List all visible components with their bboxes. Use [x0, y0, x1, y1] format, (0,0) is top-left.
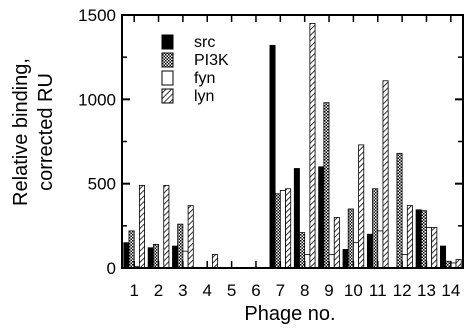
x-tick-label: 8	[300, 281, 309, 300]
bar-lyn-phage-11	[382, 80, 389, 269]
y-tick-label: 0	[107, 259, 116, 278]
legend-label-pi3k: PI3K	[194, 52, 229, 69]
x-tick-label: 6	[251, 281, 260, 300]
bar-lyn-phage-7	[285, 188, 292, 269]
legend-swatch-fyn	[161, 70, 174, 86]
legend-label-src: src	[194, 34, 215, 51]
bar-fyn-phage-8	[304, 254, 311, 269]
x-tick-label: 14	[441, 281, 460, 300]
bar-fyn-phage-13	[426, 227, 433, 269]
legend-swatch-src	[161, 34, 174, 50]
bar-pi3k-phage-11	[372, 188, 379, 269]
legend-label-lyn: lyn	[194, 88, 214, 105]
bar-fyn-phage-3	[182, 250, 189, 269]
y-axis-title-line-2: corrected RU	[35, 73, 57, 191]
x-tick-label: 3	[178, 281, 187, 300]
bar-pi3k-phage-14	[445, 260, 452, 269]
y-tick-label: 500	[88, 175, 116, 194]
x-tick-label: 7	[276, 281, 285, 300]
x-tick-label: 1	[129, 281, 138, 300]
bar-pi3k-phage-7	[274, 193, 281, 269]
bar-lyn-phage-9	[333, 216, 340, 269]
bar-fyn-phage-10	[352, 242, 359, 269]
bar-fyn-phage-7	[279, 190, 286, 269]
bar-src-phage-3	[172, 245, 179, 269]
legend-label-fyn: fyn	[194, 70, 215, 87]
x-tick-label: 11	[369, 281, 387, 300]
x-tick-label: 9	[324, 281, 333, 300]
x-tick-label: 12	[393, 281, 412, 300]
bar-pi3k-phage-2	[152, 243, 159, 269]
bar-lyn-phage-1	[138, 184, 145, 269]
y-tick-label: 1500	[78, 6, 116, 25]
bar-src-phage-2	[147, 247, 154, 269]
bar-fyn-phage-9	[328, 254, 335, 269]
bar-lyn-phage-8	[309, 23, 316, 269]
bar-src-phage-9	[318, 166, 325, 269]
x-axis-title: Phage no.	[244, 303, 335, 325]
bar-lyn-phage-2	[163, 184, 170, 269]
bar-pi3k-phage-3	[177, 223, 184, 269]
x-tick-label: 13	[417, 281, 436, 300]
bar-fyn-phage-12	[401, 254, 408, 269]
bar-pi3k-phage-1	[128, 230, 135, 269]
bars-layer	[123, 23, 462, 269]
bar-pi3k-phage-10	[347, 208, 354, 269]
y-tick-label: 1000	[78, 90, 116, 109]
bar-lyn-phage-10	[358, 144, 365, 269]
legend-swatch-lyn	[161, 88, 174, 104]
bar-lyn-phage-12	[406, 205, 413, 269]
bar-src-phage-10	[342, 249, 349, 269]
bar-src-phage-13	[415, 209, 422, 269]
bar-fyn-phage-11	[377, 230, 384, 269]
x-tick-label: 4	[203, 281, 212, 300]
bar-lyn-phage-3	[187, 205, 194, 269]
x-tick-label: 2	[154, 281, 163, 300]
y-axis-title: Relative binding, corrected RU	[10, 58, 57, 206]
bar-src-phage-8	[293, 168, 300, 269]
bar-pi3k-phage-13	[420, 210, 427, 269]
bar-lyn-phage-13	[431, 227, 438, 269]
bar-pi3k-phage-12	[396, 152, 403, 269]
bar-src-phage-7	[269, 44, 276, 269]
bar-src-phage-1	[123, 242, 130, 269]
bar-src-phage-14	[440, 245, 447, 269]
legend-swatch-pi3k	[161, 52, 174, 68]
bar-lyn-phage-4	[212, 254, 219, 269]
y-axis-title-line-1: Relative binding,	[10, 58, 32, 206]
bar-pi3k-phage-9	[323, 102, 330, 269]
bar-lyn-phage-14	[455, 259, 462, 269]
bar-src-phage-11	[366, 233, 373, 269]
bar-pi3k-phage-8	[299, 232, 306, 269]
x-tick-label: 10	[344, 281, 363, 300]
x-tick-label: 5	[227, 281, 236, 300]
